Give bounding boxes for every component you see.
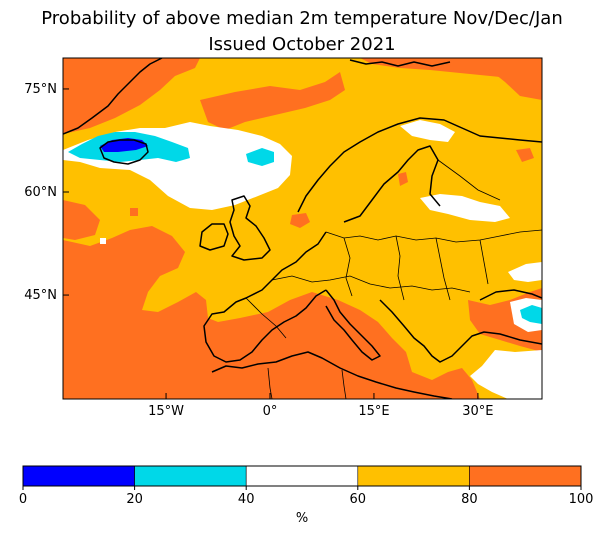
map-frame (62, 57, 543, 400)
border-6 (435, 237, 451, 301)
border-3 (245, 297, 287, 339)
map-fields (63, 58, 542, 399)
title-line-1: Probability of above median 2m temperatu… (41, 8, 563, 29)
coast-greenland (63, 58, 163, 135)
colorbar-bin-2 (245, 465, 359, 487)
colorbar-tick-label-4: 80 (461, 492, 478, 507)
coast-scandinavia (297, 117, 542, 213)
field-40-60-spot (100, 238, 106, 244)
border-5 (395, 235, 405, 301)
field-20-40-faroe (246, 148, 274, 166)
lat-tick-label-2: 45°N (24, 288, 57, 303)
field-40-60-russia (508, 262, 542, 282)
field-80-100-spot-a (290, 213, 310, 228)
field-40-60-baltic (420, 194, 510, 222)
field-80-100-north-atlantic (63, 58, 200, 134)
field-40-60-scandinavia (400, 120, 455, 142)
border-4 (343, 237, 353, 297)
border-7 (479, 239, 489, 285)
coast-italy (325, 289, 381, 361)
lon-tick-label-3: 30°E (462, 404, 493, 419)
border-2 (271, 275, 471, 293)
title-line-2: Issued October 2021 (208, 34, 396, 55)
field-40-60-east-med (470, 350, 542, 399)
colorbar-tick-label-1: 20 (126, 492, 143, 507)
lon-tick-label-1: 0° (263, 404, 278, 419)
field-80-100-spot-d (130, 208, 138, 216)
field-80-100-greenland (63, 58, 100, 76)
field-80-100-norwegian-sea (200, 72, 345, 130)
colorbar-tick-label-5: 100 (569, 492, 594, 507)
colorbar-tick-label-2: 40 (238, 492, 255, 507)
field-80-100-spot-c (516, 148, 534, 162)
coast-arctic-islands (349, 59, 451, 67)
coast-britain (229, 195, 271, 261)
coast-balkans (379, 299, 542, 363)
field-20-40-black-sea (520, 305, 542, 324)
field-80-100-subtropical-atlantic (63, 226, 480, 399)
colorbar-bin-1 (134, 465, 247, 487)
lat-tick-label-0: 75°N (24, 82, 57, 97)
field-80-100-spot-b (398, 172, 408, 186)
coastlines (63, 58, 542, 399)
lon-tick-label-0: 15°W (148, 404, 184, 419)
colorbar-bin-0 (22, 465, 135, 487)
field-80-100-northwest-atlantic (63, 200, 100, 240)
field-80-100-arctic-east (480, 58, 542, 100)
colorbar-bin-4 (469, 465, 582, 487)
borders (245, 159, 542, 399)
lat-tick-label-1: 60°N (24, 185, 57, 200)
colorbar-label: % (296, 511, 308, 526)
coast-sweden-finland (343, 145, 441, 223)
colorbar-frame (22, 465, 582, 487)
coast-black-sea (479, 289, 542, 301)
colorbar-bin-3 (357, 465, 470, 487)
border-1 (325, 229, 542, 243)
border-10 (341, 369, 347, 399)
colorbar-tick-label-3: 60 (350, 492, 367, 507)
coast-north-africa (211, 351, 453, 399)
coast-western-europe (203, 231, 327, 363)
colorbar-ticks: 0 20 40 60 80 100 (19, 486, 594, 507)
colorbar-bins (22, 465, 582, 487)
lon-tick-label-2: 15°E (358, 404, 389, 419)
map-ticks: 15°W 0° 15°E 30°E 75°N 60°N 45°N (24, 82, 493, 419)
coast-ireland (199, 223, 229, 251)
border-9 (267, 367, 273, 399)
coast-iceland (99, 139, 149, 165)
border-8 (437, 159, 501, 201)
colorbar-tick-label-0: 0 (19, 492, 27, 507)
